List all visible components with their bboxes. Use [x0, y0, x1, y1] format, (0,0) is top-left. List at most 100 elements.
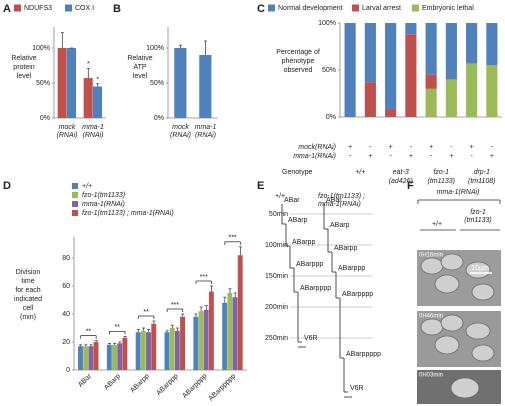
row-sign: + [348, 144, 352, 151]
embryo [471, 283, 495, 301]
bar-segment [425, 88, 437, 117]
embryo [434, 335, 460, 355]
column-title: mma-1(RNAi) [318, 201, 361, 208]
bar [193, 316, 199, 370]
y-axis-label: phenotype [282, 58, 315, 65]
row-sign: + [470, 144, 474, 151]
bar [93, 342, 99, 370]
significance: *** [200, 274, 208, 281]
panel-label: F [407, 180, 414, 192]
cell-label: ABarpppp [300, 285, 331, 292]
y-tick-label: 20 [62, 339, 70, 346]
bar [140, 330, 146, 370]
x-tick-label: (RNAi) [57, 132, 78, 139]
column-title: fzo-1(tm1133) ; [318, 193, 365, 200]
bar [117, 343, 123, 370]
y-tick-label: 0% [326, 114, 336, 121]
legend-swatch [72, 210, 78, 216]
bar [151, 323, 157, 370]
row-sign: + [368, 153, 372, 160]
bar-segment [445, 79, 457, 117]
bar [227, 293, 233, 370]
bar [146, 332, 151, 370]
legend-label: fzo-1(tm1133) ; mma-1(RNAi) [82, 210, 174, 217]
cell-label: ABar [284, 197, 300, 204]
y-tick-label: 100% [32, 45, 50, 52]
row-sign: - [470, 153, 473, 160]
cell-label: ABarpp [334, 245, 357, 252]
bar [88, 346, 94, 370]
y-axis-label: Relative [11, 55, 36, 62]
y-tick-label: 0% [154, 115, 164, 122]
significance: *** [171, 302, 179, 309]
row-sign: + [449, 153, 453, 160]
legend-swatch [268, 4, 275, 12]
timestamp: 0H46min [419, 314, 443, 320]
bar [164, 332, 170, 370]
embryo [434, 274, 460, 294]
y-axis-label: Percentage of [276, 49, 320, 56]
bar [122, 337, 128, 370]
embryo [471, 344, 495, 362]
x-tick-label: mock [59, 124, 76, 131]
bar-segment [445, 23, 457, 80]
panel-label: C [257, 3, 265, 15]
bar-segment [405, 23, 417, 35]
significance: ** [86, 328, 92, 335]
group-name: +/+ [355, 169, 365, 176]
row-sign: - [410, 144, 413, 151]
embryo [450, 377, 480, 399]
panel-label: E [257, 180, 264, 192]
row-sign: - [389, 153, 392, 160]
bar [93, 86, 103, 118]
y-axis-label: level [17, 73, 32, 80]
row-sign: - [369, 144, 372, 151]
embryo [440, 253, 464, 271]
bar [208, 291, 214, 370]
row-sign: - [430, 153, 433, 160]
bar [174, 330, 180, 370]
y-axis-label: time [21, 278, 34, 285]
legend-swatch [72, 192, 78, 198]
cell-label: ABarpppp [342, 291, 373, 298]
y-tick-label: 80 [62, 255, 70, 262]
x-tick-label: (RNAi) [83, 132, 104, 139]
bar-segment [466, 63, 478, 117]
legend-swatch [72, 201, 78, 207]
timestamp: 0H03min [419, 373, 443, 379]
legend-label: Embryonic lethal [422, 5, 474, 12]
y-tick-label: 50% [322, 67, 336, 74]
bar [67, 48, 77, 118]
x-tick-label: mma-1 [82, 124, 104, 131]
y-axis-label: Relative [127, 55, 152, 62]
row-sign: + [409, 153, 413, 160]
y-tick-label: 50% [36, 80, 50, 87]
bar-segment [385, 109, 397, 117]
group-name: (tm1108) [468, 178, 496, 185]
column-title: +/+ [275, 193, 285, 200]
cell-label: ABarppppp [346, 351, 381, 358]
row-label: mma-1(RNAi) [293, 153, 336, 160]
x-tick-label: (RNAi) [170, 132, 191, 139]
row-sign: + [389, 144, 393, 151]
legend-swatch [412, 4, 419, 12]
y-axis-label: cell [23, 305, 34, 312]
legend-label: Larval arrest [362, 5, 401, 12]
y-tick-label: 100% [318, 20, 336, 27]
cell-label: ABarp [288, 217, 308, 224]
significance: * [87, 61, 90, 68]
y-tick-label: 0% [40, 115, 50, 122]
y-tick-label: 50% [150, 80, 164, 87]
embryo [465, 322, 491, 340]
row-sign: - [450, 144, 453, 151]
bar [232, 297, 238, 370]
cell-label: V6R [350, 385, 364, 392]
row-sign: - [349, 153, 352, 160]
cell-label: ABarppp [296, 261, 323, 268]
legend-label: Normal development [278, 5, 343, 12]
y-axis-label: (min) [20, 314, 36, 321]
bar-segment [425, 74, 437, 89]
bar [169, 328, 175, 370]
embryo [420, 318, 444, 336]
bar [106, 344, 112, 370]
